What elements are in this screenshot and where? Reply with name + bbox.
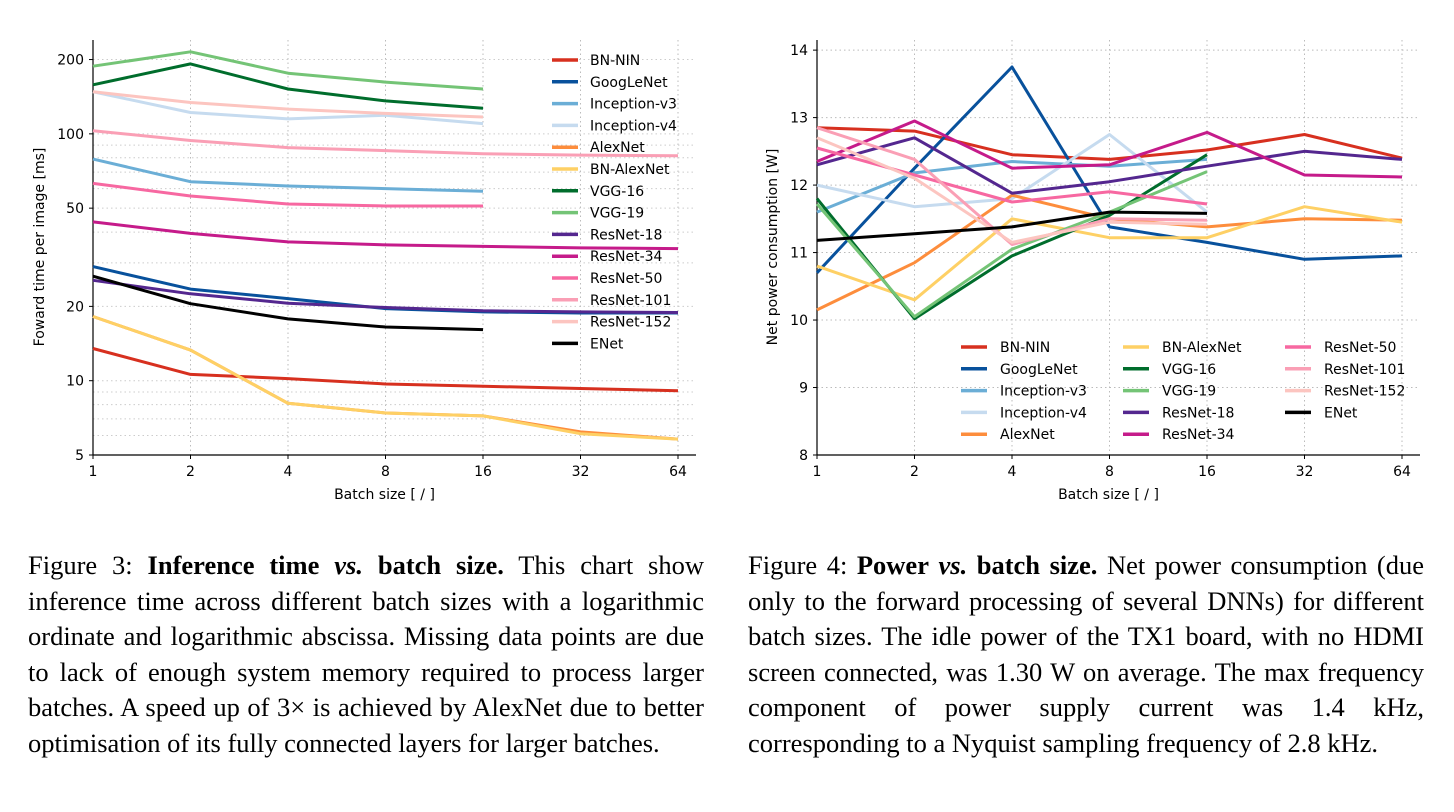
fig4-y-axis-label: Net power consumption [W]: [765, 149, 781, 346]
legend-label-bn-nin: BN-NIN: [1000, 340, 1050, 356]
fig3-x-tick-label: 1: [89, 464, 98, 480]
figure-3-caption: Figure 3: Inference time vs. batch size.…: [28, 548, 704, 761]
legend-label-inception-v4: Inception-v4: [590, 118, 677, 134]
fig3-title-a: Inference time: [147, 550, 320, 580]
fig3-body: This chart show inference time across di…: [28, 550, 705, 758]
fig4-series-resnet-101: [816, 126, 1208, 246]
legend-label-inception-v3: Inception-v3: [590, 97, 677, 113]
fig3-y-tick-label: 100: [57, 127, 84, 143]
fig3-series-inception-v4: [92, 90, 484, 126]
fig3-x-tick-label: 8: [381, 464, 390, 480]
fig4-x-tick-label: 1: [813, 464, 822, 480]
fig4-x-tick-label: 64: [1393, 464, 1411, 480]
fig4-title-b: batch size.: [976, 550, 1098, 580]
fig3-y-axis-label: Foward time per image [ms]: [32, 148, 48, 347]
legend-label-vgg-19: VGG-19: [1162, 384, 1216, 400]
fig4-x-tick-label: 8: [1105, 464, 1114, 480]
fig4-title-a: Power: [856, 550, 929, 580]
legend-label-enet: ENet: [1324, 405, 1358, 421]
fig3-x-tick-label: 2: [186, 464, 195, 480]
legend-label-inception-v3: Inception-v3: [1000, 384, 1087, 400]
fig4-series-googlenet: [815, 65, 1403, 274]
fig3-series-resnet-18: [92, 278, 679, 314]
legend-label-googlenet: GoogLeNet: [1000, 362, 1078, 378]
fig4-series-inception-v4: [816, 133, 1208, 214]
fig3-series-bn-nin: [92, 347, 679, 393]
fig4-series-inception-v3: [816, 157, 1208, 214]
fig4-series-resnet-18: [816, 136, 1403, 195]
fig4-series-vgg-19: [815, 170, 1208, 319]
legend-label-vgg-19: VGG-19: [590, 206, 644, 222]
fig3-y-tick-label: 50: [66, 201, 84, 217]
fig3-series-resnet-34: [92, 220, 679, 251]
legend-label-inception-v4: Inception-v4: [1000, 405, 1087, 421]
fig4-x-tick-label: 32: [1296, 464, 1314, 480]
figure-4-caption: Figure 4: Power vs. batch size. Net powe…: [748, 548, 1424, 761]
fig3-x-axis-label: Batch size [ / ]: [334, 487, 435, 503]
legend-label-resnet-152: ResNet-152: [1324, 384, 1405, 400]
legend-label-alexnet: AlexNet: [1000, 427, 1055, 443]
legend-label-vgg-16: VGG-16: [590, 184, 644, 200]
legend-label-resnet-34: ResNet-34: [1162, 427, 1235, 443]
legend-label-resnet-101: ResNet-101: [1324, 362, 1405, 378]
fig3-series-vgg-16: [92, 62, 484, 110]
legend-label-resnet-101: ResNet-101: [590, 293, 671, 309]
fig3-x-tick-label: 32: [572, 464, 590, 480]
fig3-y-tick-label: 10: [66, 374, 84, 390]
fig4-series-bn-nin: [816, 126, 1403, 161]
legend-label-resnet-152: ResNet-152: [590, 315, 671, 331]
fig4-y-tick-label: 8: [799, 448, 808, 464]
fig3-series-resnet-101: [92, 129, 679, 158]
legend-label-resnet-50: ResNet-50: [1324, 340, 1396, 356]
legend-label-enet: ENet: [590, 336, 624, 352]
fig4-y-tick-label: 12: [790, 178, 808, 194]
legend-label-bn-nin: BN-NIN: [590, 53, 640, 69]
fig3-y-tick-label: 5: [75, 448, 84, 464]
fig4-lead: Figure 4:: [748, 550, 848, 580]
fig3-series-resnet-50: [92, 181, 483, 208]
legend-label-resnet-18: ResNet-18: [590, 227, 662, 243]
legend-label-vgg-16: VGG-16: [1162, 362, 1216, 378]
fig3-series-bn-alexnet: [92, 315, 679, 441]
fig4-body: Net power consumption (due only to the f…: [748, 550, 1425, 758]
legend-label-bn-alexnet: BN-AlexNet: [590, 162, 670, 178]
fig3-series-inception-v3: [92, 157, 484, 193]
fig4-y-tick-label: 9: [799, 381, 808, 397]
fig4-x-tick-label: 4: [1008, 464, 1017, 480]
fig4-x-tick-label: 2: [910, 464, 919, 480]
fig4-y-tick-label: 13: [790, 111, 808, 127]
fig4-y-tick-label: 14: [790, 43, 808, 59]
fig3-title-vs: vs.: [334, 550, 363, 580]
fig3-x-tick-label: 4: [284, 464, 293, 480]
fig4-series-resnet-152: [816, 136, 1208, 244]
fig3-lead: Figure 3:: [28, 550, 133, 580]
fig4-series-bn-alexnet: [816, 205, 1403, 302]
fig4-x-tick-label: 16: [1198, 464, 1216, 480]
fig3-series-resnet-152: [92, 90, 484, 119]
fig3-title-b: batch size.: [377, 550, 504, 580]
legend-label-alexnet: AlexNet: [590, 140, 645, 156]
fig3-series-enet: [92, 274, 484, 332]
fig3-y-tick-label: 20: [66, 299, 84, 315]
fig3-x-tick-label: 16: [474, 464, 492, 480]
fig4-series-enet: [816, 210, 1208, 242]
legend-label-resnet-34: ResNet-34: [590, 249, 663, 265]
fig3-x-tick-label: 64: [669, 464, 687, 480]
legend-label-resnet-18: ResNet-18: [1162, 405, 1234, 421]
legend-label-bn-alexnet: BN-AlexNet: [1162, 340, 1242, 356]
fig4-y-tick-label: 11: [790, 246, 808, 262]
fig4-y-tick-label: 10: [790, 313, 808, 329]
fig4-x-axis-label: Batch size [ / ]: [1058, 487, 1159, 503]
legend-label-googlenet: GoogLeNet: [590, 75, 668, 91]
legend-label-resnet-50: ResNet-50: [590, 271, 662, 287]
fig3-series-vgg-19: [92, 50, 484, 91]
fig4-series-resnet-34: [816, 119, 1403, 179]
fig4-title-vs: vs.: [938, 550, 968, 580]
fig3-y-tick-label: 200: [57, 53, 84, 69]
